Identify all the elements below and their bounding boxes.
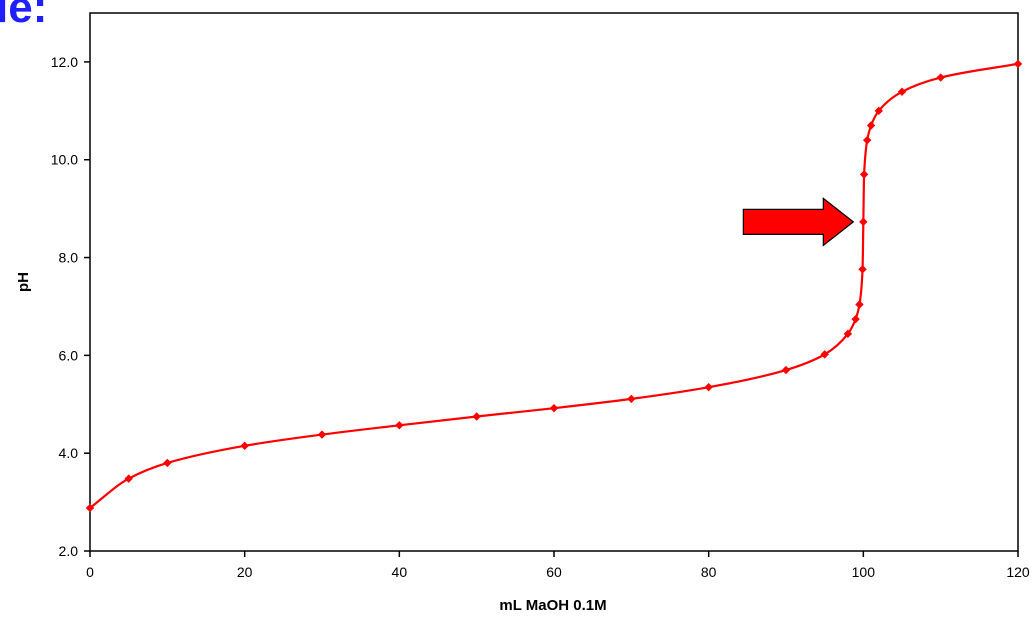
x-tick-label: 40 (392, 564, 408, 580)
data-point-marker (472, 412, 481, 421)
data-point-marker (1013, 59, 1023, 69)
x-tick-label: 0 (86, 564, 94, 580)
data-point-marker (858, 265, 867, 274)
x-axis-ticks: 0 20 40 60 80 100 120 (86, 551, 1030, 580)
data-point-marker (704, 382, 713, 392)
data-point-marker (855, 300, 864, 309)
data-point-marker (820, 350, 829, 359)
x-tick-label: 60 (546, 564, 562, 580)
data-point-marker (859, 217, 868, 227)
y-axis-title: pH (15, 272, 32, 292)
slide-heading-fragment: le: (0, 0, 48, 32)
x-tick-label: 120 (1006, 564, 1030, 580)
y-tick-label: 6.0 (59, 347, 79, 363)
x-tick-label: 80 (701, 564, 717, 580)
titration-curve-line (89, 62, 1019, 509)
y-axis-ticks: 2.0 4.0 6.0 8.0 10.0 12.0 (51, 54, 90, 559)
data-point-marker (866, 121, 876, 130)
plot-area: 0 20 40 60 80 100 120 2.0 4.0 6.0 8.0 10.0 12.0 (51, 12, 1030, 580)
data-point-marker (897, 87, 907, 96)
data-point-marker (781, 365, 791, 375)
data-point-marker (85, 503, 95, 513)
x-tick-label: 20 (237, 564, 253, 580)
data-point-marker (851, 314, 860, 324)
data-point-markers (85, 59, 1023, 513)
data-point-marker (395, 421, 404, 430)
equivalence-point-arrow (742, 197, 855, 247)
data-point-marker (863, 135, 872, 145)
data-point-marker (124, 474, 133, 483)
data-point-marker (859, 170, 869, 179)
data-point-marker (627, 394, 636, 404)
x-tick-label: 100 (852, 564, 876, 580)
y-tick-label: 12.0 (51, 54, 78, 70)
data-point-marker (843, 329, 853, 339)
data-point-marker (240, 441, 249, 451)
y-tick-label: 4.0 (59, 445, 79, 461)
chart-axes (89, 12, 1019, 552)
y-tick-label: 8.0 (59, 250, 79, 266)
y-tick-label: 10.0 (51, 152, 78, 168)
data-point-marker (317, 430, 327, 439)
x-axis-title: mL MaOH 0.1M (499, 597, 606, 614)
data-point-marker (936, 73, 945, 82)
data-point-marker (549, 403, 559, 413)
data-point-marker (874, 106, 883, 116)
data-point-marker (163, 458, 172, 468)
y-tick-label: 2.0 (59, 543, 79, 559)
